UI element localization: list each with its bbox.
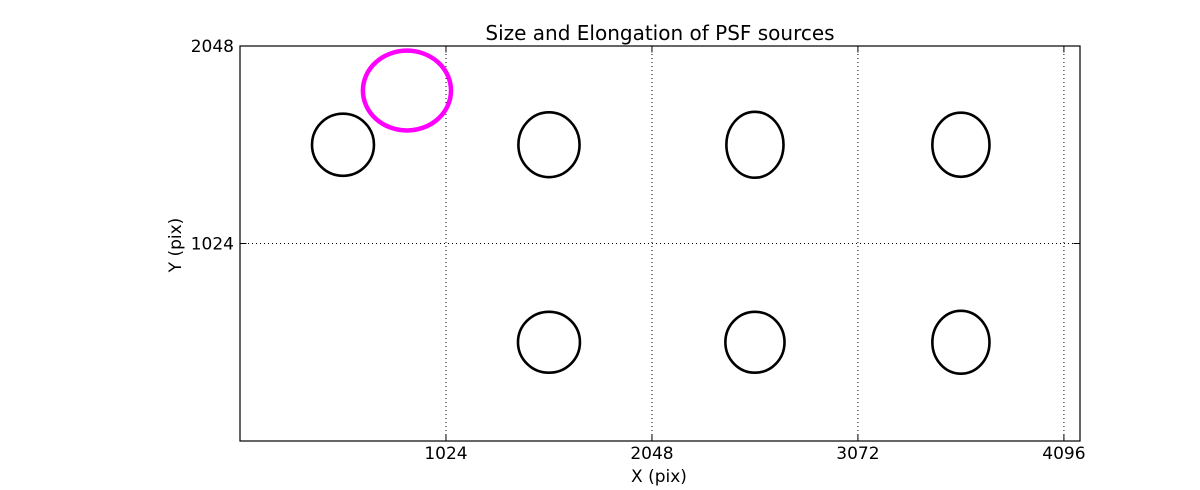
psf-ellipse-5 [724, 310, 786, 375]
x-tick-label-2048: 2048 [630, 444, 673, 464]
psf-ellipse-0 [310, 112, 376, 178]
tick-labels: 1024 2048 3072 4096 1024 2048 [191, 37, 1086, 464]
x-axis-label: X (pix) [631, 467, 687, 487]
psf-sources [310, 48, 991, 375]
x-tick-label-4096: 4096 [1042, 444, 1085, 464]
psf-ellipse-4 [516, 310, 582, 375]
y-axis-label: Y (pix) [166, 218, 186, 274]
x-tick-label-1024: 1024 [424, 444, 467, 464]
highlighted-psf-ellipse [360, 48, 454, 133]
psf-ellipse-3 [931, 111, 991, 179]
psf-ellipse-2 [725, 110, 785, 180]
x-tick-label-3072: 3072 [836, 444, 879, 464]
psf-ellipse-1 [517, 111, 581, 179]
grid-lines [240, 46, 1080, 441]
psf-ellipse-6 [931, 309, 991, 375]
plot-frame [239, 45, 1081, 442]
y-tick-label-2048: 2048 [191, 37, 234, 57]
y-tick-label-1024: 1024 [191, 235, 234, 255]
plot-title: Size and Elongation of PSF sources [485, 21, 834, 45]
